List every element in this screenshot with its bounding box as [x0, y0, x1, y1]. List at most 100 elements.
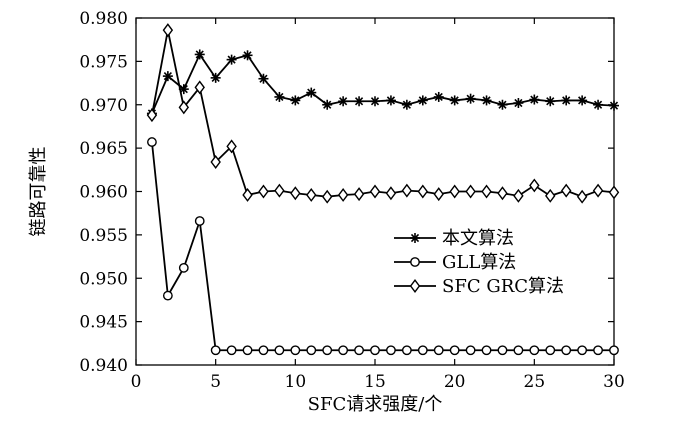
x-tick-label: 30: [603, 372, 625, 392]
data-point-series-1: [513, 98, 524, 109]
data-point-series-2: [545, 345, 556, 356]
data-point-series-3: [497, 186, 508, 201]
data-point-series-3: [242, 188, 253, 202]
data-point-series-2: [322, 345, 333, 356]
series-line-1: [151, 52, 615, 114]
data-point-series-1: [417, 95, 428, 106]
data-point-series-3: [162, 23, 174, 38]
data-point-series-2: [370, 345, 380, 356]
data-point-series-3: [529, 178, 540, 193]
y-tick-label: 0.945: [79, 313, 128, 333]
x-tick-label: 0: [131, 372, 142, 392]
data-point-series-2: [433, 345, 444, 356]
data-point-series-1: [545, 96, 556, 107]
data-point-series-2: [210, 345, 221, 356]
data-point-series-3: [385, 186, 397, 201]
data-point-series-1: [497, 99, 508, 110]
legend-label-1: 本文算法: [442, 228, 514, 249]
data-point-series-1: [210, 72, 221, 83]
data-point-series-2: [147, 137, 157, 147]
data-point-series-2: [417, 345, 428, 356]
data-point-series-1: [529, 94, 540, 105]
data-point-series-1: [242, 50, 253, 61]
data-point-series-3: [465, 184, 476, 199]
data-point-series-1: [449, 95, 460, 106]
data-point-series-1: [322, 99, 333, 110]
data-point-series-2: [465, 345, 476, 356]
data-point-series-3: [226, 139, 237, 154]
data-point-series-1: [577, 95, 588, 106]
data-point-series-1: [162, 71, 173, 82]
data-point-series-2: [194, 216, 205, 226]
data-point-series-3: [194, 80, 205, 95]
x-tick-label: 25: [524, 372, 546, 392]
data-point-series-3: [353, 187, 365, 202]
legend-label-3: SFC GRC算法: [442, 276, 564, 297]
legend-label-2: GLL算法: [442, 252, 516, 273]
data-point-series-1: [561, 95, 572, 106]
data-point-series-1: [194, 49, 205, 60]
data-point-series-1: [354, 96, 365, 107]
data-point-series-1: [290, 95, 301, 106]
data-point-series-3: [258, 184, 269, 199]
data-point-series-3: [401, 183, 413, 198]
data-point-series-3: [337, 188, 349, 202]
data-point-series-3: [481, 184, 492, 199]
data-point-series-3: [321, 189, 333, 204]
data-point-series-3: [146, 108, 158, 123]
data-point-series-1: [593, 99, 604, 110]
y-tick-label: 0.980: [79, 9, 128, 29]
data-point-series-1: [433, 91, 444, 102]
data-point-series-2: [338, 345, 349, 356]
data-point-series-1: [338, 96, 349, 107]
data-point-series-1: [306, 87, 317, 98]
data-point-series-1: [385, 95, 396, 106]
x-tick-label: 20: [444, 372, 466, 392]
data-point-series-2: [354, 345, 364, 356]
data-point-series-1: [609, 100, 619, 111]
y-tick-label: 0.950: [79, 269, 128, 289]
data-point-series-3: [178, 100, 190, 115]
series-line-3: [151, 29, 615, 198]
x-tick-label: 10: [285, 372, 307, 392]
data-point-series-3: [306, 188, 317, 202]
x-tick-label: 15: [364, 372, 386, 392]
x-axis-title: SFC请求强度/个: [308, 394, 443, 415]
y-tick-label: 0.965: [79, 139, 128, 159]
data-point-series-2: [242, 345, 253, 356]
y-axis-title: 链路可靠性: [28, 147, 49, 237]
data-point-series-2: [274, 345, 285, 356]
y-tick-label: 0.970: [79, 96, 128, 116]
data-point-series-2: [386, 345, 396, 356]
data-point-series-3: [210, 155, 221, 169]
data-point-series-1: [401, 99, 412, 110]
data-point-series-2: [290, 345, 301, 356]
data-point-series-2: [513, 345, 524, 356]
data-point-series-2: [258, 345, 269, 356]
y-tick-label: 0.960: [79, 183, 128, 203]
data-point-series-3: [290, 186, 301, 201]
data-point-series-2: [449, 345, 460, 356]
data-point-series-3: [274, 183, 285, 198]
data-point-series-3: [576, 189, 588, 204]
y-tick-label: 0.955: [79, 226, 128, 246]
data-point-series-3: [513, 188, 524, 203]
data-point-series-2: [577, 345, 588, 356]
data-point-series-1: [274, 91, 285, 102]
data-point-series-2: [178, 262, 189, 273]
data-point-series-1: [370, 96, 380, 107]
data-point-series-1: [226, 54, 237, 65]
legend-marker-1: [410, 233, 420, 243]
y-tick-label: 0.975: [79, 52, 128, 72]
data-point-series-3: [433, 187, 444, 202]
data-point-series-2: [481, 345, 492, 356]
data-point-series-2: [561, 345, 572, 356]
series-line-2: [151, 141, 614, 352]
data-point-series-3: [449, 184, 460, 199]
data-point-series-3: [608, 185, 620, 200]
data-point-series-3: [417, 184, 429, 199]
legend-marker-3: [409, 279, 421, 293]
data-point-series-2: [609, 345, 619, 356]
data-point-series-1: [258, 73, 269, 84]
